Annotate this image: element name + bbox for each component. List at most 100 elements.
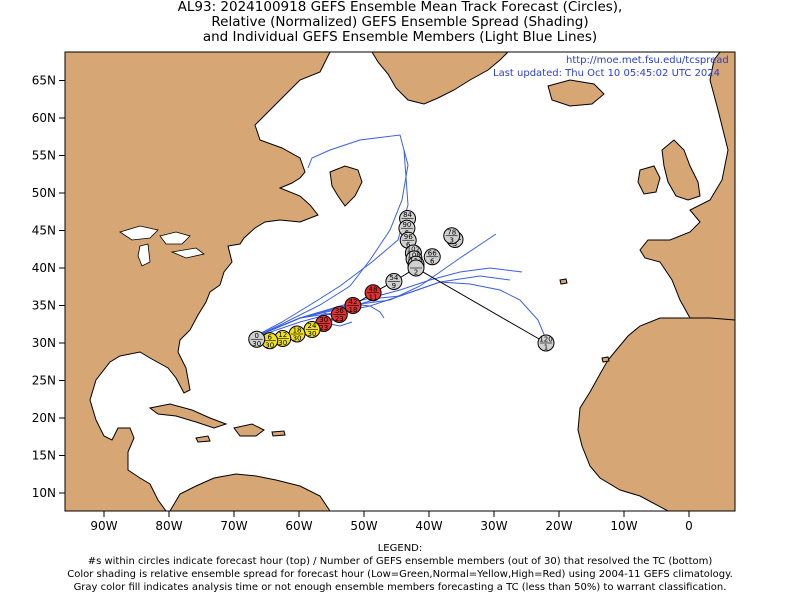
- newfoundland: [329, 165, 363, 207]
- lat-label: 55N: [32, 149, 56, 163]
- map-frame: [64, 51, 736, 512]
- member-count-label: 3: [453, 240, 457, 248]
- lat-label: 15N: [32, 449, 56, 463]
- title-line-1: AL93: 2024100918 GEFS Ensemble Mean Trac…: [177, 0, 623, 15]
- lat-label: 30N: [32, 336, 56, 350]
- legend-line-2: Color shading is relative ensemble sprea…: [67, 569, 733, 580]
- south-america-land: [169, 473, 331, 511]
- lon-label: 10W: [610, 519, 637, 533]
- track-point: 783: [443, 227, 461, 245]
- lat-label: 50N: [32, 186, 56, 200]
- lon-label: 30W: [480, 519, 507, 533]
- forecast-hour-label: 66: [428, 249, 437, 257]
- europe-land: [639, 52, 735, 331]
- lat-label: 10N: [32, 486, 56, 500]
- source-url[interactable]: http://moe.met.fsu.edu/tcspread: [566, 55, 729, 66]
- forecast-hour-label: 30: [319, 316, 328, 324]
- title-line-2: Relative (Normalized) GEFS Ensemble Spre…: [211, 14, 589, 30]
- lon-label: 0: [685, 519, 693, 533]
- forecast-hour-label: 78: [447, 228, 456, 236]
- lon-label: 50W: [350, 519, 377, 533]
- forecast-hour-label: 102: [407, 246, 420, 254]
- member-count-label: 30: [265, 341, 274, 349]
- member-count-label: 23: [319, 324, 328, 332]
- member-count-label: 18: [348, 306, 357, 314]
- member-track: [249, 275, 511, 340]
- member-track: [249, 134, 409, 340]
- britain: [661, 139, 701, 201]
- forecast-circles: 8459063783966102666610861142212015494811…: [248, 210, 555, 352]
- forecast-hour-label: 90: [402, 221, 411, 229]
- lon-label: 20W: [545, 519, 572, 533]
- forecast-hour-label: 36: [335, 307, 344, 315]
- track-point: 966: [399, 231, 417, 249]
- axis-ticks: 65N 60N 55N 50N 45N 40N 35N 30N 25N 20N 15N 10N 90W 8…: [32, 74, 693, 534]
- legend: LEGEND: #s within circles indicate forec…: [0, 542, 800, 594]
- forecast-hour-label: 42: [348, 298, 357, 306]
- forecast-hour-label: 24: [308, 322, 317, 330]
- member-count-label: 30: [278, 339, 287, 347]
- puerto-rico: [271, 430, 286, 437]
- lat-label: 40N: [32, 261, 56, 275]
- lat-label: 35N: [32, 299, 56, 313]
- legend-line-3: Gray color fill indicates analysis time …: [73, 582, 727, 593]
- lat-label: 20N: [32, 411, 56, 425]
- member-count-label: 23: [335, 315, 344, 323]
- member-count-label: 2: [414, 269, 418, 277]
- great-lakes: [119, 225, 205, 267]
- north-america-land: [65, 52, 331, 511]
- canary-islands: [601, 356, 610, 363]
- jamaica: [195, 435, 211, 443]
- forecast-hour-label: 54: [389, 274, 398, 282]
- member-count-label: 11: [369, 293, 378, 301]
- lat-label: 45N: [32, 224, 56, 238]
- forecast-hour-label: 12: [278, 331, 287, 339]
- member-count-label: 30: [293, 335, 302, 343]
- lon-label: 60W: [285, 519, 312, 533]
- lat-label: 60N: [32, 111, 56, 125]
- forecast-hour-label: 108: [407, 252, 420, 260]
- forecast-hour-label: 6: [268, 333, 273, 341]
- lon-label: 70W: [220, 519, 247, 533]
- greenland: [371, 52, 509, 105]
- lon-label: 40W: [415, 519, 442, 533]
- africa-land: [577, 317, 735, 511]
- lat-label: 25N: [32, 374, 56, 388]
- cuba: [148, 403, 228, 429]
- forecast-hour-label: 18: [293, 327, 302, 335]
- member-count-label: 6: [430, 257, 435, 265]
- member-count-label: 30: [308, 330, 317, 338]
- legend-heading: LEGEND:: [377, 543, 423, 554]
- ireland: [637, 165, 661, 195]
- track-point: 2: [407, 259, 425, 277]
- member-count-label: 3: [450, 236, 454, 244]
- azores: [559, 278, 568, 285]
- iceland: [547, 79, 605, 107]
- member-count-label: 9: [392, 282, 396, 290]
- forecast-hour-label: 0: [255, 332, 259, 340]
- track-point: 549: [385, 273, 403, 290]
- chart-title: AL93: 2024100918 GEFS Ensemble Mean Trac…: [0, 0, 800, 45]
- member-count-label: 30: [252, 340, 261, 348]
- lon-label: 90W: [90, 519, 117, 533]
- track-point: 666: [423, 248, 441, 266]
- forecast-hour-label: 84: [403, 211, 412, 219]
- member-count-label: 6: [406, 241, 411, 249]
- landmasses: [65, 52, 735, 511]
- last-updated: Last updated: Thu Oct 10 05:45:02 UTC 20…: [493, 68, 721, 79]
- title-line-3: and Individual GEFS Ensemble Members (Li…: [202, 29, 598, 45]
- lat-label: 65N: [32, 74, 56, 88]
- forecast-hour-label: 120: [539, 336, 552, 344]
- lon-label: 80W: [155, 519, 182, 533]
- forecast-hour-label: 48: [369, 285, 378, 293]
- forecast-hour-label: 96: [404, 233, 413, 241]
- legend-line-1: #s within circles indicate forecast hour…: [87, 556, 713, 567]
- member-count-label: 1: [544, 344, 548, 352]
